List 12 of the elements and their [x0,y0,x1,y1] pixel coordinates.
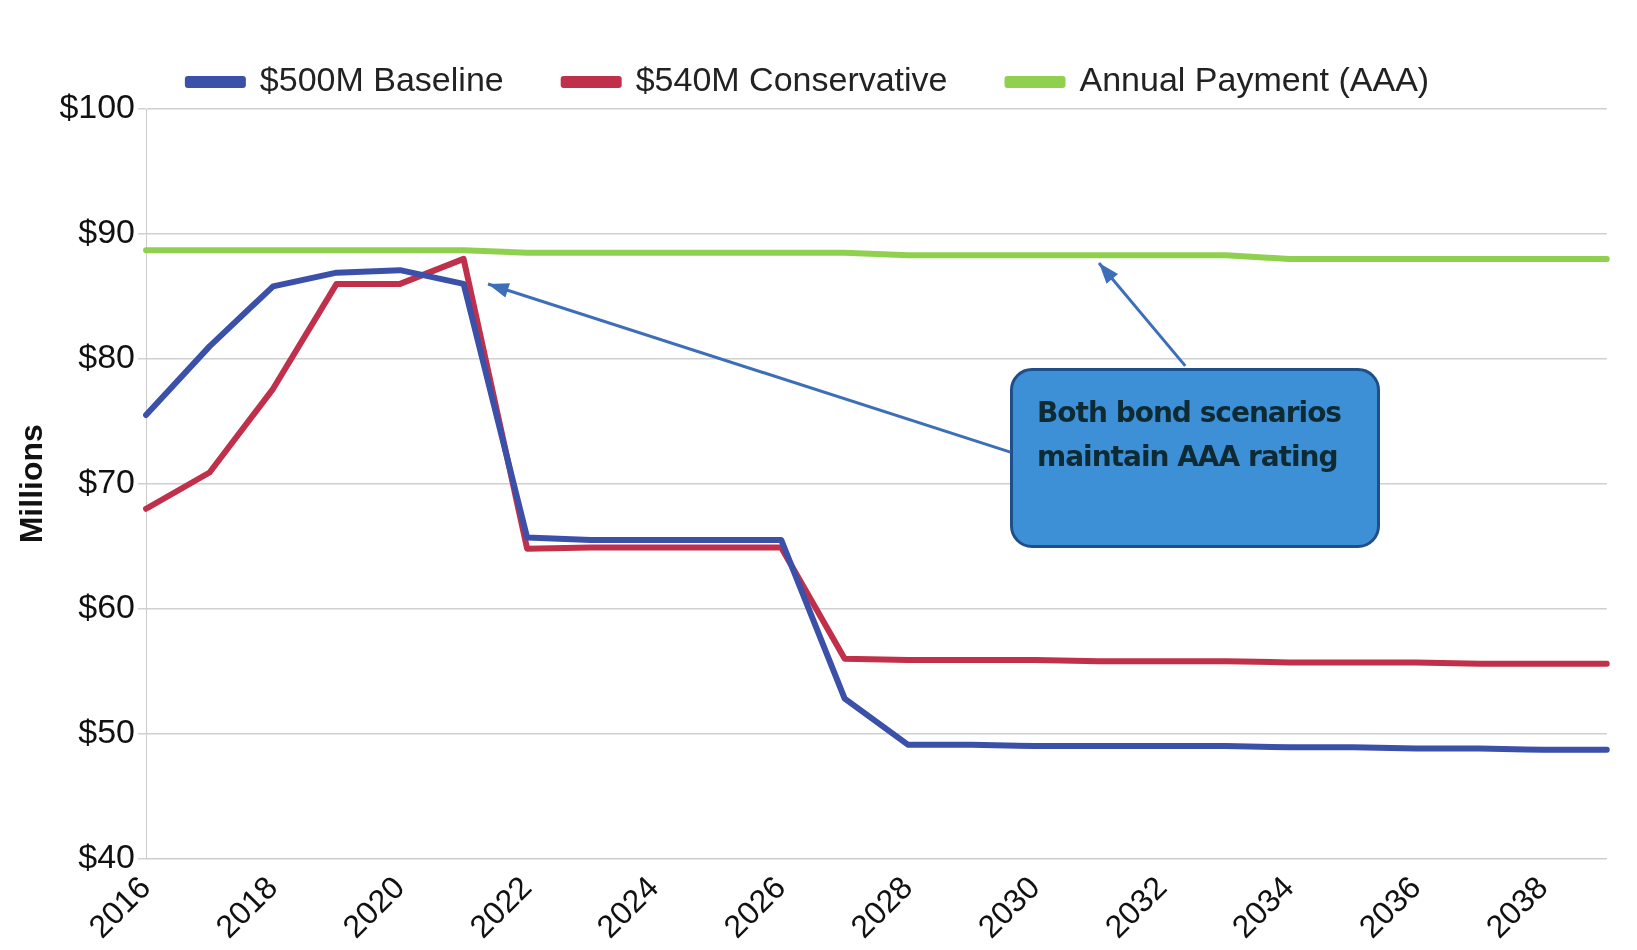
y-tick-label: $50 [78,711,136,750]
callout-box: Both bond scenarios maintain AAA rating [1010,368,1380,548]
y-tick-label: $90 [78,212,136,251]
y-tick-label: $40 [78,836,136,875]
legend-label: $500M Baseline [259,60,504,99]
y-tick-label: $80 [78,337,136,376]
y-tick-label: $60 [78,587,136,626]
legend-label: $540M Conservative [635,60,948,99]
y-tick-label: $70 [78,462,136,501]
legend-label: Annual Payment (AAA) [1079,60,1430,99]
y-tick-label: $100 [59,87,136,126]
y-axis-title: Millions [13,424,50,544]
